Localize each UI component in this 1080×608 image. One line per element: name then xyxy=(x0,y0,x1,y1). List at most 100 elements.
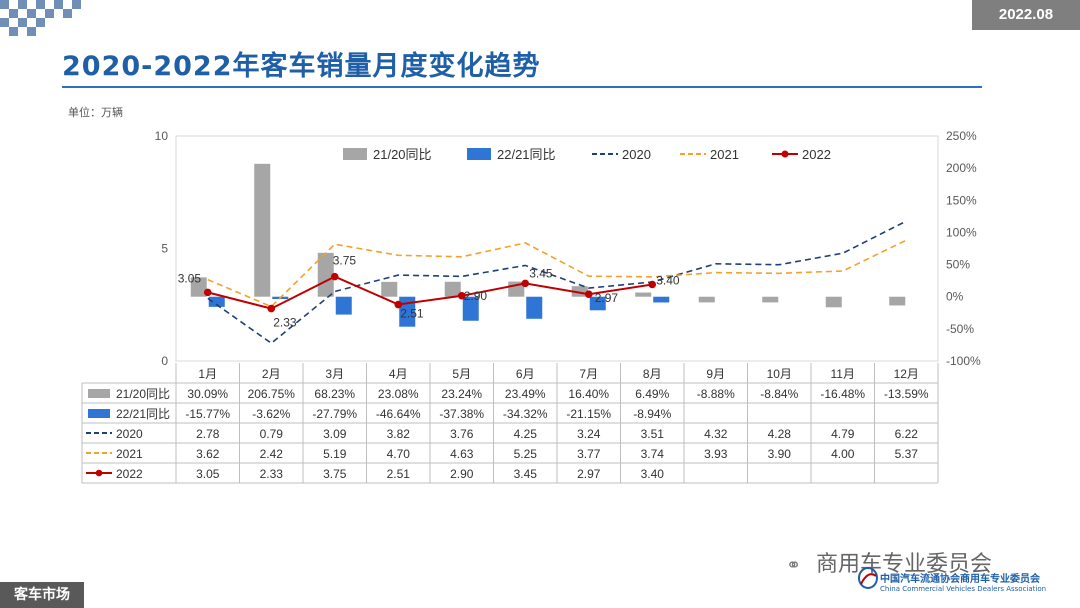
table-cell: 2.90 xyxy=(450,467,474,481)
right-axis-tick-label: -100% xyxy=(946,354,981,368)
title-divider xyxy=(62,86,982,88)
right-axis-tick-label: 50% xyxy=(946,258,970,272)
series-line-2021 xyxy=(207,239,907,308)
table-row-label: 2020 xyxy=(116,427,143,441)
table-row-label: 2022 xyxy=(116,467,143,481)
table-cell: 3.40 xyxy=(641,467,665,481)
table-row-key xyxy=(88,409,110,418)
wechat-icon: ⚭ xyxy=(786,555,802,576)
table-row-label: 22/21同比 xyxy=(116,407,170,421)
legend-label: 22/21同比 xyxy=(497,147,556,162)
table-cell: 4.63 xyxy=(450,447,474,461)
table-row-label: 21/20同比 xyxy=(116,387,170,401)
corner-checker-pattern xyxy=(0,0,81,36)
association-name: 中国汽车流通协会商用车专业委员会 China Commercial Vehicl… xyxy=(880,570,1080,593)
bar-22-21 xyxy=(653,296,670,303)
point-2022 xyxy=(648,280,657,289)
left-axis-tick-label: 0 xyxy=(161,354,168,368)
wechat-account: ⚭ 商用车专业委员会 xyxy=(786,546,992,578)
table-cell: 3.75 xyxy=(323,467,347,481)
table-cell: -8.94% xyxy=(633,407,671,421)
table-cell: -21.15% xyxy=(566,407,611,421)
bar-22-21 xyxy=(208,296,225,307)
bar-21-20 xyxy=(825,296,842,308)
page-title: 2020-2022年客车销量月度变化趋势 xyxy=(62,51,541,82)
table-cell: 2.42 xyxy=(260,447,284,461)
table-cell: 16.40% xyxy=(568,387,609,401)
right-axis-tick-label: 200% xyxy=(946,161,977,175)
table-cell: -27.79% xyxy=(312,407,357,421)
point-2022 xyxy=(330,272,339,281)
table-cell: 3.74 xyxy=(641,447,665,461)
association-name-en: China Commercial Vehicles Dealers Associ… xyxy=(880,585,1047,593)
data-label-2022: 2.51 xyxy=(400,307,424,321)
legend-swatch xyxy=(467,148,491,160)
table-cell: -15.77% xyxy=(185,407,230,421)
legend-label: 2021 xyxy=(710,147,739,162)
table-row-label: 2021 xyxy=(116,447,143,461)
table-cell: 3.05 xyxy=(196,467,220,481)
data-label-2022: 2.97 xyxy=(595,291,619,305)
bar-21-20 xyxy=(571,286,588,297)
data-label-2022: 2.90 xyxy=(464,289,488,303)
table-cell: -3.62% xyxy=(252,407,290,421)
table-cell: 3.51 xyxy=(641,427,665,441)
bar-21-20 xyxy=(317,252,334,297)
bar-22-21 xyxy=(589,296,606,311)
table-column-header: 2月 xyxy=(262,367,281,381)
table-column-header: 12月 xyxy=(894,367,919,381)
data-label-2022: 2.33 xyxy=(273,316,297,330)
bar-22-21 xyxy=(526,296,543,319)
table-column-header: 6月 xyxy=(516,367,535,381)
table-cell: 30.09% xyxy=(187,387,228,401)
legend-label: 2022 xyxy=(802,147,831,162)
bar-21-20 xyxy=(254,163,271,297)
point-2022 xyxy=(394,300,403,309)
table-cell: 23.08% xyxy=(378,387,419,401)
data-label-2022: 3.45 xyxy=(529,266,553,280)
table-cell: 68.23% xyxy=(314,387,355,401)
table-cell: 3.93 xyxy=(704,447,728,461)
table-column-header: 10月 xyxy=(767,367,792,381)
table-cell: 4.25 xyxy=(514,427,538,441)
table-cell: 2.33 xyxy=(260,467,284,481)
data-label-2022: 3.05 xyxy=(178,271,202,285)
legend-label: 21/20同比 xyxy=(373,147,432,162)
table-column-header: 1月 xyxy=(198,367,217,381)
table-cell: 2.78 xyxy=(196,427,220,441)
left-axis-tick-label: 10 xyxy=(155,129,169,143)
table-column-header: 7月 xyxy=(579,367,598,381)
table-cell: 2.51 xyxy=(387,467,411,481)
table-cell: 3.82 xyxy=(387,427,411,441)
table-cell: 3.45 xyxy=(514,467,538,481)
table-column-header: 3月 xyxy=(325,367,344,381)
table-row-key xyxy=(88,389,110,398)
table-cell: 4.00 xyxy=(831,447,855,461)
point-2022 xyxy=(457,291,466,300)
point-2022 xyxy=(521,279,530,288)
section-tab: 客车市场 xyxy=(0,582,84,608)
table-cell: -46.64% xyxy=(376,407,421,421)
data-label-2022: 3.40 xyxy=(656,274,680,288)
unit-label: 单位：万辆 xyxy=(68,106,123,119)
table-cell: 23.49% xyxy=(505,387,546,401)
table-cell: 4.28 xyxy=(768,427,792,441)
point-2022 xyxy=(203,288,212,297)
bar-21-20 xyxy=(762,296,779,303)
table-row-key-marker xyxy=(95,469,103,477)
right-axis-tick-label: 150% xyxy=(946,193,977,207)
table-cell: 3.62 xyxy=(196,447,220,461)
legend-swatch xyxy=(343,148,367,160)
left-axis-tick-label: 5 xyxy=(161,242,168,256)
table-column-header: 11月 xyxy=(831,367,855,381)
table-cell: 4.70 xyxy=(387,447,411,461)
table-cell: -16.48% xyxy=(820,387,865,401)
bar-22-21 xyxy=(335,296,352,315)
table-column-header: 4月 xyxy=(389,367,408,381)
right-axis-tick-label: 0% xyxy=(946,290,964,304)
wechat-account-name: 商用车专业委员会 xyxy=(816,552,993,577)
table-cell: 23.24% xyxy=(441,387,482,401)
table-cell: -8.88% xyxy=(697,387,735,401)
table-cell: 206.75% xyxy=(248,387,296,401)
right-axis-tick-label: -50% xyxy=(946,322,974,336)
